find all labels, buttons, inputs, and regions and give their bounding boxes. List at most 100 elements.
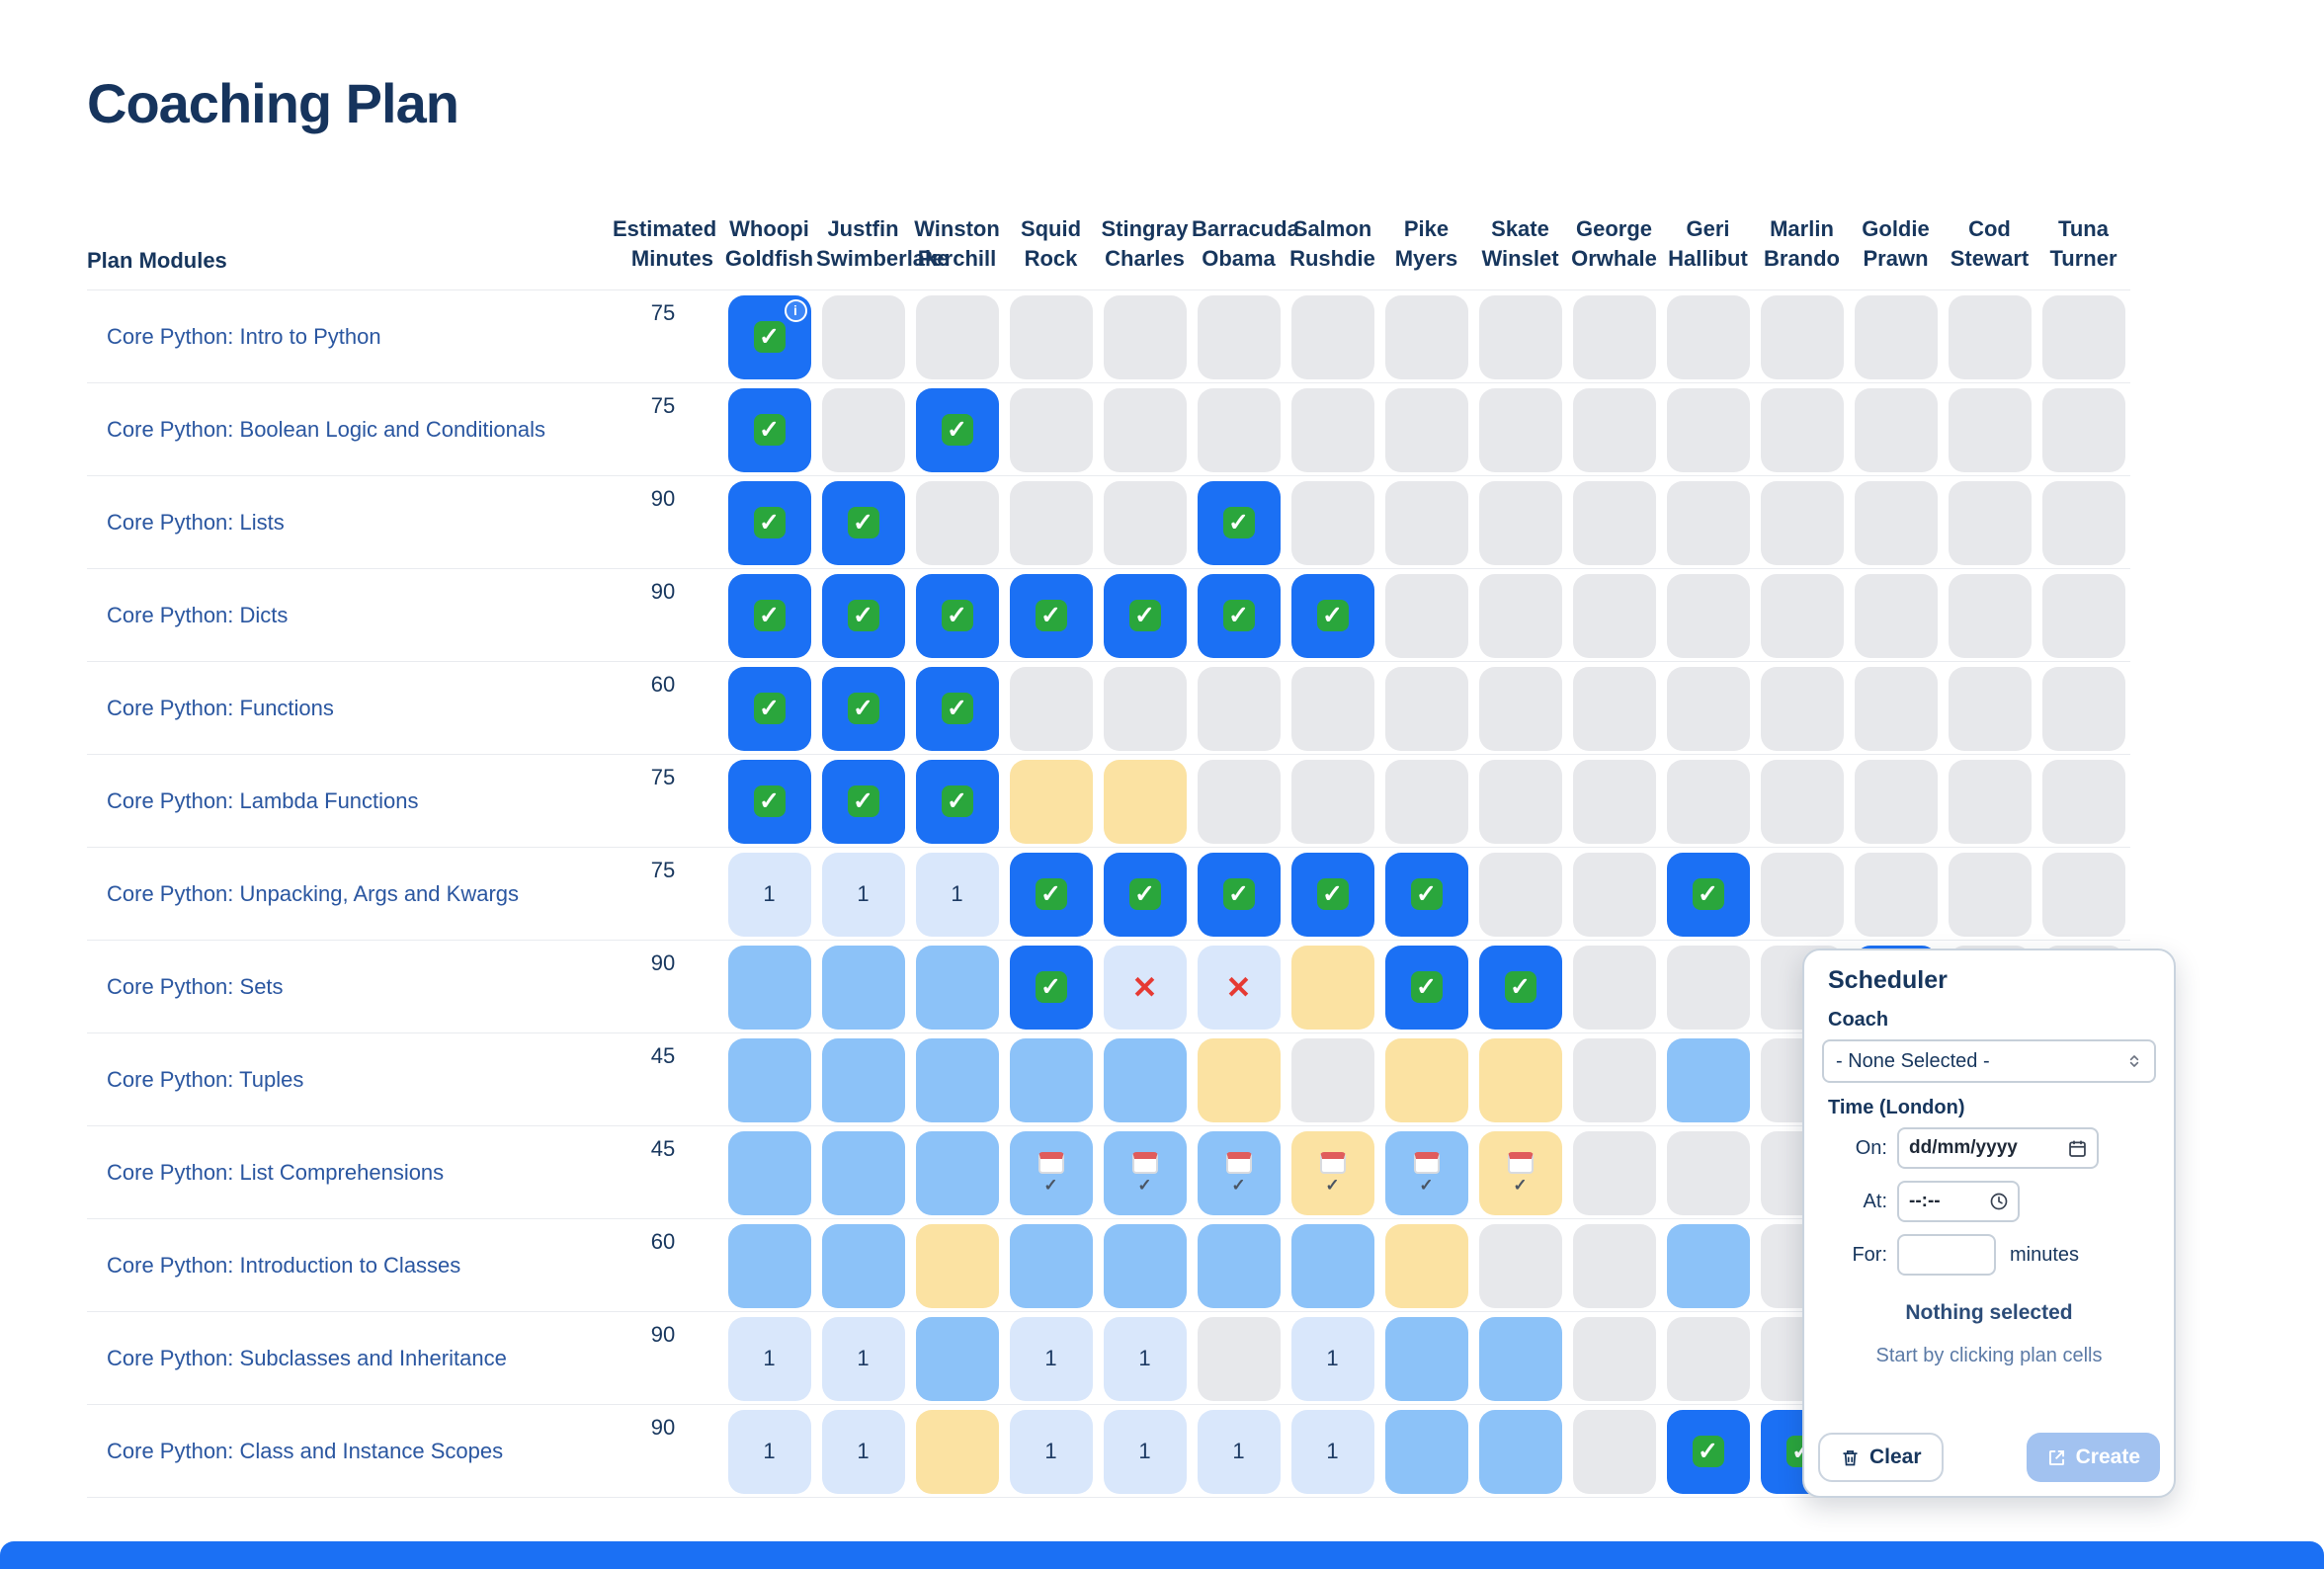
plan-cell-done-info[interactable]: ✓ i	[727, 294, 811, 379]
plan-cell-empty[interactable]	[1290, 666, 1374, 751]
plan-cell-empty[interactable]	[2041, 294, 2125, 379]
plan-cell-empty[interactable]	[1478, 387, 1562, 472]
plan-cell-sched[interactable]	[1103, 1223, 1187, 1308]
plan-cell-yellow[interactable]	[1009, 759, 1093, 844]
plan-cell-sched[interactable]	[1384, 1316, 1468, 1401]
plan-cell-empty[interactable]	[1572, 1409, 1656, 1494]
plan-cell-sched[interactable]	[1666, 1037, 1750, 1122]
plan-cell-done[interactable]: ✓	[915, 759, 999, 844]
plan-cell-one[interactable]: 1	[1290, 1409, 1374, 1494]
plan-cell-done[interactable]: ✓	[1103, 852, 1187, 937]
plan-cell-empty[interactable]	[1948, 666, 2032, 751]
plan-cell-sched[interactable]	[915, 1316, 999, 1401]
plan-cell-empty[interactable]	[1384, 387, 1468, 472]
plan-cell-empty[interactable]	[2041, 387, 2125, 472]
plan-cell-done[interactable]: ✓	[1009, 852, 1093, 937]
plan-cell-done[interactable]: ✓	[1384, 852, 1468, 937]
plan-cell-sched[interactable]	[727, 1037, 811, 1122]
plan-cell-empty[interactable]	[1197, 666, 1281, 751]
plan-cell-empty[interactable]	[1572, 666, 1656, 751]
plan-cell-one[interactable]: 1	[915, 852, 999, 937]
plan-cell-empty[interactable]	[1572, 759, 1656, 844]
plan-cell-empty[interactable]	[1854, 294, 1938, 379]
plan-cell-empty[interactable]	[1103, 387, 1187, 472]
plan-cell-empty[interactable]	[2041, 480, 2125, 565]
plan-cell-sched[interactable]	[1009, 1037, 1093, 1122]
plan-cell-empty[interactable]	[1666, 387, 1750, 472]
plan-cell-empty[interactable]	[821, 387, 905, 472]
plan-cell-sched[interactable]	[1197, 1223, 1281, 1308]
plan-cell-empty[interactable]	[1666, 759, 1750, 844]
plan-cell-done[interactable]: ✓	[1290, 573, 1374, 658]
plan-cell-empty[interactable]	[1103, 294, 1187, 379]
plan-cell-empty[interactable]	[1572, 480, 1656, 565]
plan-cell-empty[interactable]	[1009, 294, 1093, 379]
plan-cell-empty[interactable]	[1197, 1316, 1281, 1401]
plan-cell-empty[interactable]	[1572, 1037, 1656, 1122]
date-input[interactable]: dd/mm/yyyy	[1897, 1127, 2099, 1169]
plan-cell-sched[interactable]	[727, 1223, 811, 1308]
plan-cell-empty[interactable]	[1666, 666, 1750, 751]
plan-cell-done[interactable]: ✓	[1197, 573, 1281, 658]
plan-cell-done[interactable]: ✓	[915, 387, 999, 472]
plan-cell-yellow[interactable]	[1197, 1037, 1281, 1122]
plan-cell-empty[interactable]	[1572, 852, 1656, 937]
plan-cell-empty[interactable]	[1478, 852, 1562, 937]
plan-cell-one[interactable]: 1	[1290, 1316, 1374, 1401]
plan-cell-empty[interactable]	[2041, 573, 2125, 658]
plan-cell-empty[interactable]	[1384, 666, 1468, 751]
plan-cell-one[interactable]: 1	[1197, 1409, 1281, 1494]
plan-cell-sched[interactable]	[915, 945, 999, 1030]
plan-cell-empty[interactable]	[1948, 294, 2032, 379]
plan-cell-empty[interactable]	[1290, 294, 1374, 379]
plan-cell-done[interactable]: ✓	[1197, 480, 1281, 565]
plan-cell-empty[interactable]	[1290, 759, 1374, 844]
plan-cell-done[interactable]: ✓	[821, 759, 905, 844]
plan-cell-empty[interactable]	[1854, 480, 1938, 565]
plan-cell-sched[interactable]	[727, 1130, 811, 1215]
plan-cell-sched[interactable]	[821, 1130, 905, 1215]
plan-cell-cal-blue[interactable]: ✓	[1103, 1130, 1187, 1215]
plan-cell-empty[interactable]	[1197, 387, 1281, 472]
plan-cell-sched[interactable]	[915, 1037, 999, 1122]
plan-cell-empty[interactable]	[1384, 480, 1468, 565]
plan-cell-empty[interactable]	[1948, 387, 2032, 472]
plan-cell-done[interactable]: ✓	[1009, 945, 1093, 1030]
plan-cell-yellow[interactable]	[915, 1409, 999, 1494]
plan-cell-cal-blue[interactable]: ✓	[1384, 1130, 1468, 1215]
plan-cell-empty[interactable]	[1384, 573, 1468, 658]
plan-cell-empty[interactable]	[1290, 480, 1374, 565]
plan-cell-empty[interactable]	[915, 480, 999, 565]
plan-cell-cal-blue[interactable]: ✓	[1197, 1130, 1281, 1215]
plan-cell-one[interactable]: 1	[1009, 1316, 1093, 1401]
plan-cell-empty[interactable]	[1948, 759, 2032, 844]
plan-cell-empty[interactable]	[1666, 294, 1750, 379]
plan-cell-done[interactable]: ✓	[1384, 945, 1468, 1030]
plan-cell-cal-yellow[interactable]: ✓	[1290, 1130, 1374, 1215]
plan-cell-sched[interactable]	[1478, 1316, 1562, 1401]
plan-cell-sched[interactable]	[1478, 1409, 1562, 1494]
plan-cell-empty[interactable]	[1760, 294, 1844, 379]
plan-cell-empty[interactable]	[1948, 852, 2032, 937]
plan-cell-sched[interactable]	[1384, 1409, 1468, 1494]
plan-cell-done[interactable]: ✓	[727, 666, 811, 751]
plan-cell-empty[interactable]	[1478, 480, 1562, 565]
plan-cell-empty[interactable]	[1666, 945, 1750, 1030]
plan-cell-empty[interactable]	[1103, 666, 1187, 751]
plan-cell-empty[interactable]	[1666, 1316, 1750, 1401]
plan-cell-missed[interactable]: ✕	[1103, 945, 1187, 1030]
plan-cell-empty[interactable]	[1760, 759, 1844, 844]
plan-cell-empty[interactable]	[1760, 387, 1844, 472]
clear-button[interactable]: Clear	[1818, 1433, 1944, 1482]
plan-cell-empty[interactable]	[1478, 666, 1562, 751]
plan-cell-one[interactable]: 1	[1103, 1409, 1187, 1494]
plan-cell-empty[interactable]	[1666, 573, 1750, 658]
plan-cell-empty[interactable]	[1760, 852, 1844, 937]
plan-cell-cal-yellow[interactable]: ✓	[1478, 1130, 1562, 1215]
plan-cell-empty[interactable]	[1009, 387, 1093, 472]
plan-cell-empty[interactable]	[1854, 573, 1938, 658]
plan-cell-empty[interactable]	[1478, 759, 1562, 844]
plan-cell-yellow[interactable]	[1290, 945, 1374, 1030]
plan-cell-yellow[interactable]	[1384, 1037, 1468, 1122]
plan-cell-done[interactable]: ✓	[727, 480, 811, 565]
